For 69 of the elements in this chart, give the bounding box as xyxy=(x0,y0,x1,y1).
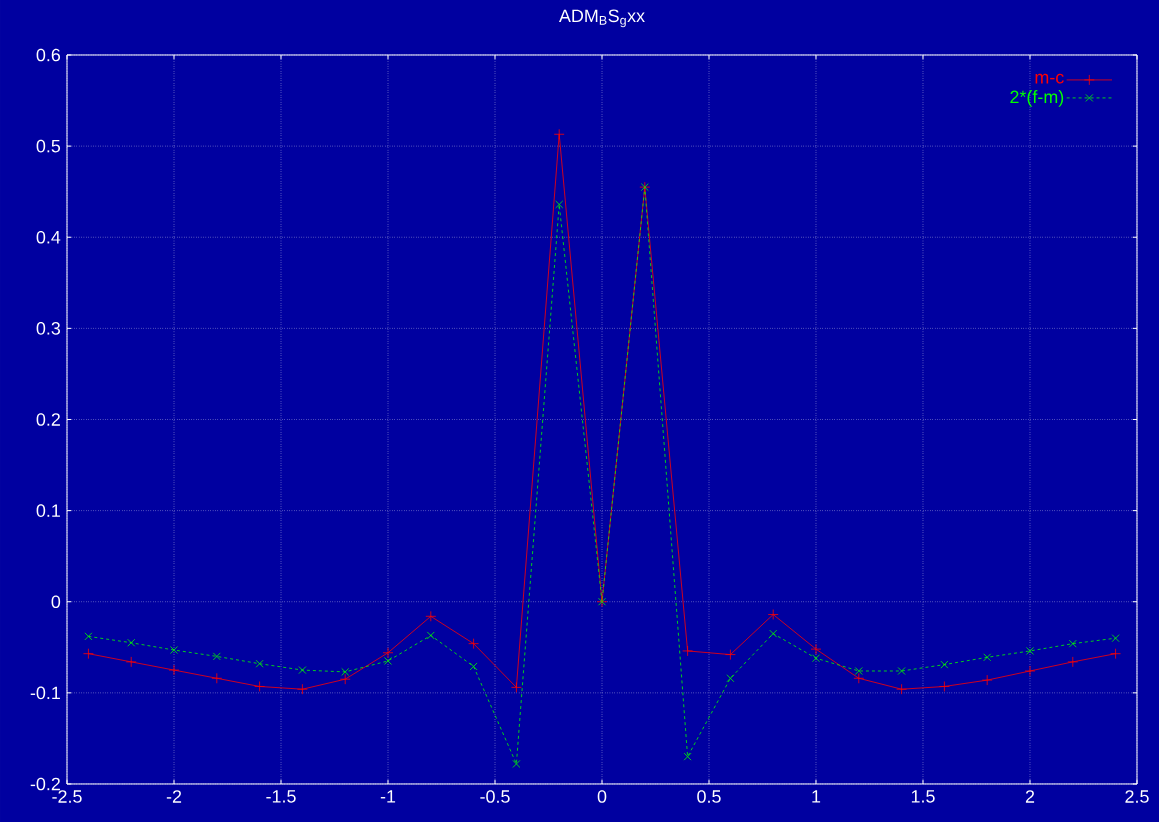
point xyxy=(810,643,822,655)
y-tick-label: -0.1 xyxy=(30,686,60,700)
x-tick-label: 2 xyxy=(1025,790,1035,803)
point xyxy=(725,649,736,660)
x-tick-label: 0.5 xyxy=(697,790,721,803)
point xyxy=(255,659,264,668)
point xyxy=(127,638,136,647)
point xyxy=(426,631,435,640)
point xyxy=(168,664,180,676)
y-tick-label: 0.2 xyxy=(36,413,60,426)
point xyxy=(125,656,137,668)
point xyxy=(1067,656,1079,668)
y-tick-label: 0.1 xyxy=(36,504,60,517)
point xyxy=(682,645,693,657)
x-tick-label: 2.5 xyxy=(1125,790,1149,803)
point xyxy=(683,752,692,761)
y-tick-label: 0.3 xyxy=(36,322,61,335)
point xyxy=(511,682,522,693)
point xyxy=(297,683,308,695)
point xyxy=(939,681,950,692)
x-tick-label: -2 xyxy=(166,790,182,803)
point xyxy=(469,662,478,671)
point xyxy=(425,610,437,622)
point xyxy=(1111,634,1120,643)
point xyxy=(384,657,392,665)
y-tick-label: 0.6 xyxy=(36,48,61,62)
point xyxy=(726,674,735,683)
x-tick-label: 1.5 xyxy=(911,790,935,803)
point xyxy=(896,683,907,695)
point xyxy=(981,674,993,686)
point xyxy=(769,629,778,638)
legend-label: m-c xyxy=(1035,73,1064,84)
point xyxy=(211,672,223,684)
point xyxy=(897,667,906,675)
x-tick-label: -2.5 xyxy=(52,790,82,803)
x-tick-label: 0 xyxy=(597,790,607,803)
point xyxy=(553,128,565,140)
x-tick-label: 1 xyxy=(812,790,821,803)
point xyxy=(1068,639,1077,648)
point xyxy=(341,667,350,676)
x-tick-label: -0.5 xyxy=(480,790,510,803)
point xyxy=(254,681,265,692)
point xyxy=(83,648,94,660)
point xyxy=(1026,647,1034,655)
point xyxy=(1024,665,1036,677)
x-tick-label: -1.5 xyxy=(266,790,296,803)
point xyxy=(298,666,307,674)
y-tick-label: -0.2 xyxy=(30,777,60,791)
point xyxy=(853,672,865,684)
point xyxy=(212,652,221,661)
point xyxy=(555,200,564,209)
point xyxy=(170,646,178,654)
point xyxy=(512,760,521,768)
point xyxy=(382,647,394,659)
point xyxy=(940,660,949,669)
point xyxy=(812,654,820,663)
point xyxy=(84,632,93,641)
chart-title: ADM$_{B}$S$_{g}$xx xyxy=(558,9,645,28)
point xyxy=(767,609,779,620)
y-tick-label: 0.5 xyxy=(36,139,61,153)
point xyxy=(468,638,479,650)
y-tick-label: 0.4 xyxy=(36,230,61,244)
point xyxy=(1110,648,1121,660)
point xyxy=(854,667,863,675)
y-tick-label: 0 xyxy=(51,595,61,609)
point xyxy=(983,653,992,662)
legend-label: 2*(f-m) xyxy=(1010,90,1064,107)
x-tick-label: -1 xyxy=(380,790,396,803)
point xyxy=(339,673,351,685)
